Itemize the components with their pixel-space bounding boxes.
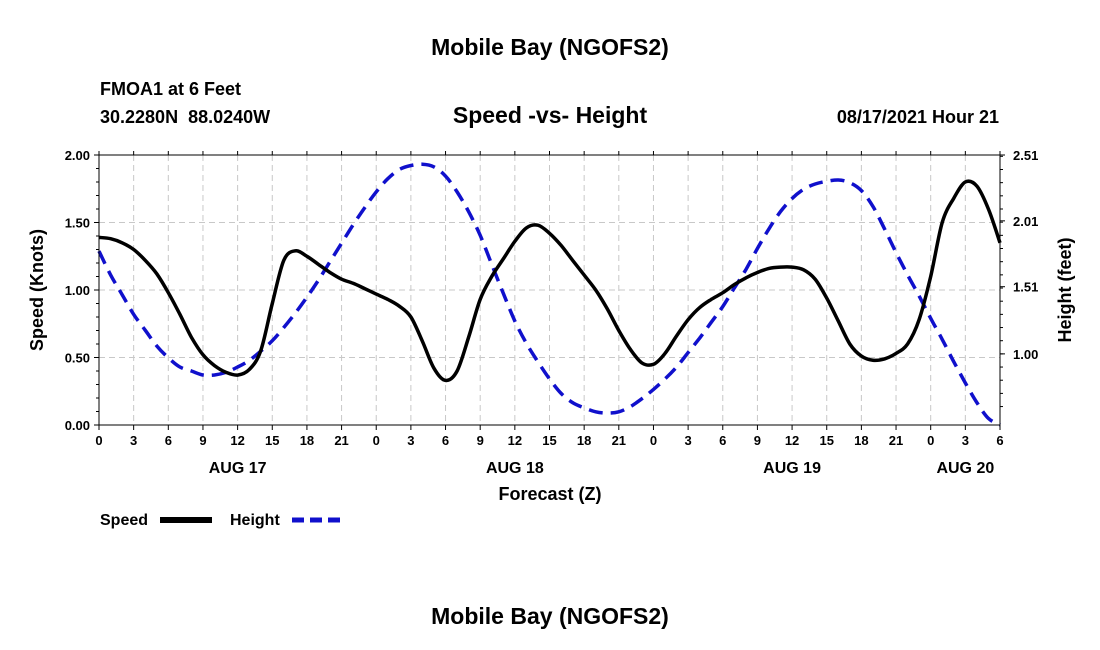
chart-title: Speed -vs- Height bbox=[453, 102, 648, 128]
x-axis-label: Forecast (Z) bbox=[498, 484, 601, 504]
x-tick-label: 9 bbox=[477, 433, 484, 448]
x-day-label: AUG 17 bbox=[209, 460, 267, 477]
x-tick-label: 15 bbox=[542, 433, 556, 448]
x-tick-label: 6 bbox=[719, 433, 726, 448]
x-tick-label: 12 bbox=[508, 433, 522, 448]
y-tick-label-left: 1.00 bbox=[65, 283, 90, 298]
x-tick-label: 12 bbox=[785, 433, 799, 448]
x-tick-label: 18 bbox=[577, 433, 591, 448]
y-tick-label-right: 1.51 bbox=[1013, 280, 1038, 295]
x-tick-label: 3 bbox=[130, 433, 137, 448]
y-tick-label-left: 0.50 bbox=[65, 351, 90, 366]
x-tick-label: 6 bbox=[165, 433, 172, 448]
x-tick-label: 15 bbox=[819, 433, 833, 448]
page-title-top: Mobile Bay (NGOFS2) bbox=[431, 34, 669, 60]
x-day-label: AUG 19 bbox=[763, 460, 821, 477]
page-title-bottom: Mobile Bay (NGOFS2) bbox=[431, 603, 669, 629]
grid bbox=[99, 155, 1000, 425]
y-tick-label-left: 0.00 bbox=[65, 418, 90, 433]
x-tick-label: 6 bbox=[996, 433, 1003, 448]
x-tick-label: 0 bbox=[373, 433, 380, 448]
axes: 0 3 6 9 12 15 18 21 0 3 6 9 12 15 18 21 0 3 6 9 12 15 18 21 0 3 6A… bbox=[65, 148, 1039, 477]
y-tick-label-right: 2.51 bbox=[1013, 148, 1038, 163]
coordinates-label: 30.2280N 88.0240W bbox=[100, 107, 270, 127]
x-tick-label: 3 bbox=[684, 433, 691, 448]
x-day-label: AUG 18 bbox=[486, 460, 544, 477]
legend-label-speed: Speed bbox=[100, 512, 148, 529]
x-tick-label: 21 bbox=[334, 433, 348, 448]
x-tick-label: 6 bbox=[442, 433, 449, 448]
series-line-speed bbox=[98, 179, 1002, 383]
x-tick-label: 0 bbox=[95, 433, 102, 448]
x-tick-label: 0 bbox=[927, 433, 934, 448]
x-tick-label: 3 bbox=[407, 433, 414, 448]
y-tick-label-right: 1.00 bbox=[1013, 347, 1038, 362]
y-axis-label-right: Height (feet) bbox=[1055, 238, 1075, 343]
y-axis-label-left: Speed (Knots) bbox=[27, 229, 47, 351]
x-tick-label: 9 bbox=[754, 433, 761, 448]
y-tick-label-left: 2.00 bbox=[65, 148, 90, 163]
x-tick-label: 18 bbox=[854, 433, 868, 448]
series-lines bbox=[97, 162, 1002, 427]
x-tick-label: 0 bbox=[650, 433, 657, 448]
legend-label-height: Height bbox=[230, 512, 280, 529]
x-tick-label: 21 bbox=[612, 433, 626, 448]
x-day-label: AUG 20 bbox=[936, 460, 994, 477]
station-label: FMOA1 at 6 Feet bbox=[100, 79, 241, 99]
x-tick-label: 15 bbox=[265, 433, 279, 448]
x-tick-label: 3 bbox=[962, 433, 969, 448]
x-tick-label: 18 bbox=[300, 433, 314, 448]
x-tick-label: 9 bbox=[199, 433, 206, 448]
x-tick-label: 12 bbox=[230, 433, 244, 448]
y-tick-label-left: 1.50 bbox=[65, 216, 90, 231]
legend: Speed Height bbox=[100, 512, 342, 529]
x-tick-label: 21 bbox=[889, 433, 903, 448]
forecast-timestamp: 08/17/2021 Hour 21 bbox=[837, 107, 999, 127]
y-tick-label-right: 2.01 bbox=[1013, 214, 1038, 229]
